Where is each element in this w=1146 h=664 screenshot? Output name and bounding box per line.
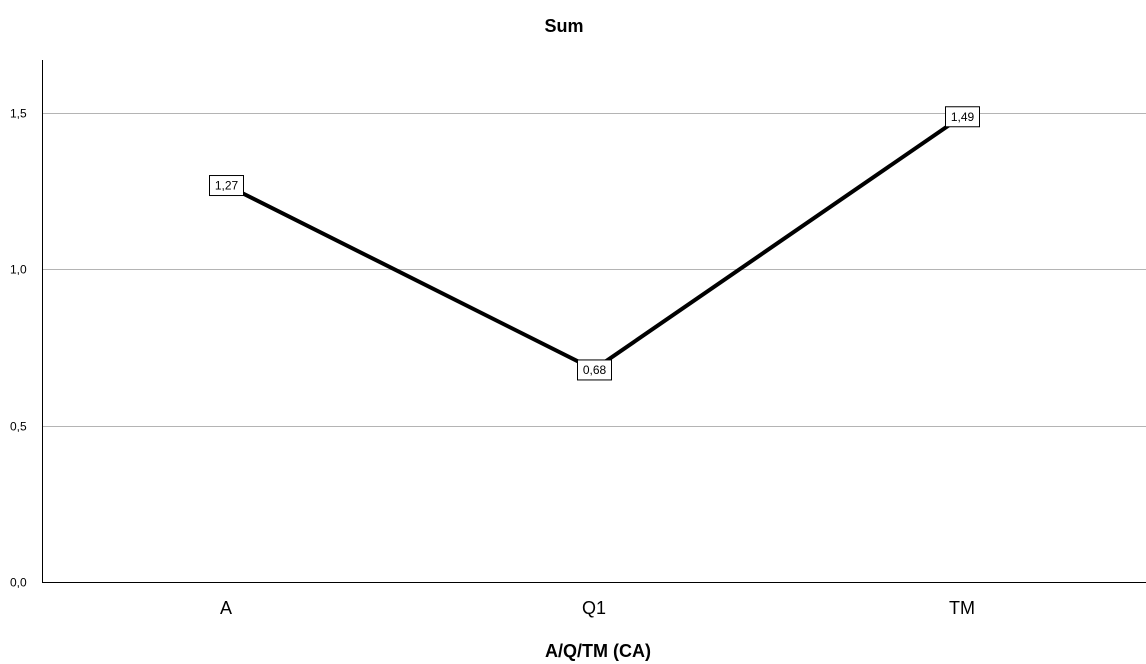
y-tick-label: 1,0	[10, 263, 27, 277]
data-labels: 1,27 0,68 1,49	[209, 106, 980, 381]
x-tick-label: TM	[949, 598, 975, 618]
chart-title: Sum	[544, 16, 583, 36]
data-label-box	[577, 359, 612, 381]
y-tick-label: 1,5	[10, 107, 27, 121]
y-tick-label: 0,5	[10, 420, 27, 434]
data-label: 0,68	[583, 363, 607, 377]
axes: 0,0 0,5 1,0 1,5 A Q1 TM	[10, 60, 1146, 618]
x-axis-label: A/Q/TM (CA)	[545, 641, 651, 661]
data-label-box	[209, 175, 244, 197]
data-label-box	[945, 106, 980, 128]
y-tick-label: 0,0	[10, 576, 27, 590]
data-label: 1,49	[951, 110, 975, 124]
data-label: 1,27	[215, 179, 239, 193]
x-tick-label: Q1	[582, 598, 606, 618]
x-tick-label: A	[220, 598, 232, 618]
